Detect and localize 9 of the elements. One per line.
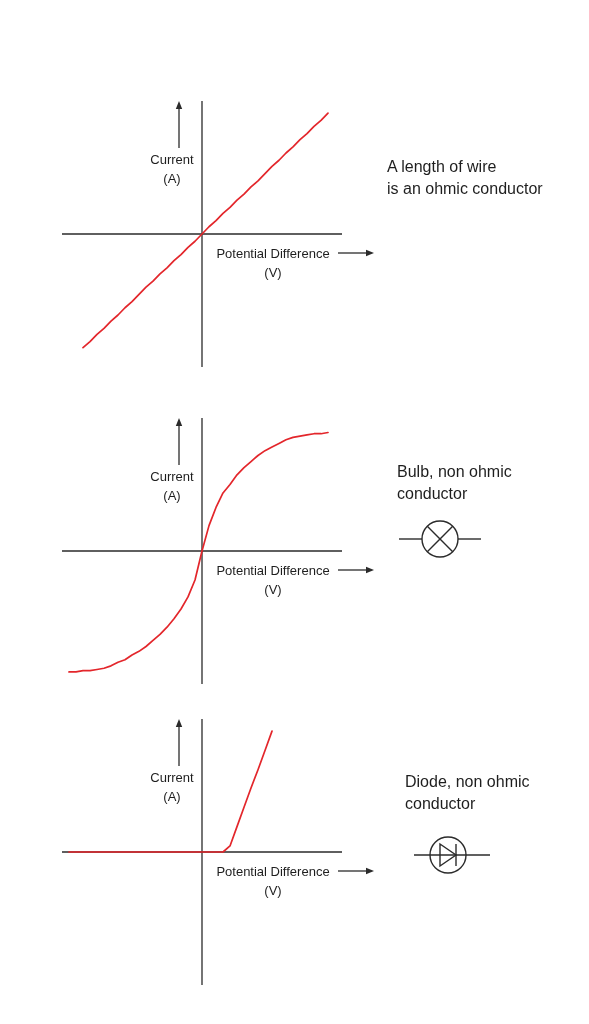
x-axis-title: Potential Difference (V)	[215, 245, 331, 282]
text: A length of wire is an ohmic conductor	[387, 157, 543, 199]
x-axis-title: Potential Difference (V)	[215, 863, 331, 900]
x-axis-title: Potential Difference (V)	[215, 562, 331, 599]
text: Diode, non ohmic conductor	[405, 772, 530, 814]
y-axis-title: Current (A)	[149, 468, 195, 505]
y-axis-title: Current (A)	[149, 769, 195, 806]
text: Bulb, non ohmic conductor	[397, 462, 512, 504]
y-axis-title: Current (A)	[149, 151, 195, 188]
